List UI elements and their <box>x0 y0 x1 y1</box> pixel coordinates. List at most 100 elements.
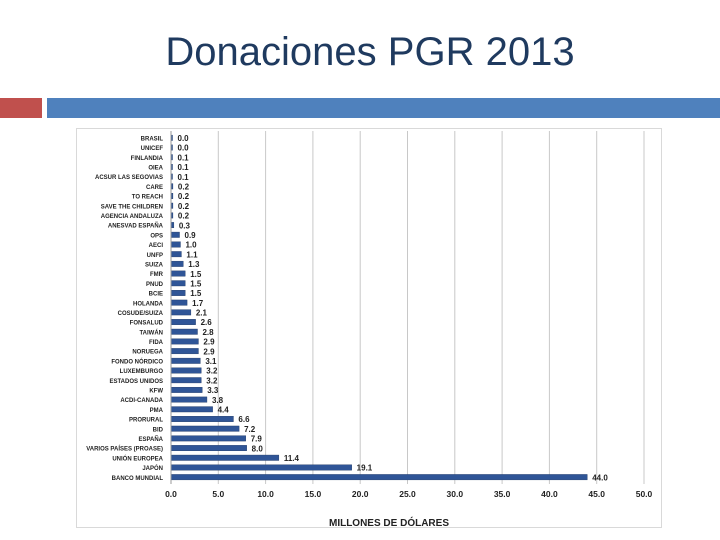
bar <box>170 260 184 267</box>
category-label: BID <box>153 427 164 433</box>
data-label: 2.9 <box>203 347 215 356</box>
category-label: SAVE THE CHILDREN <box>101 204 163 210</box>
data-label: 0.0 <box>178 144 190 153</box>
bar <box>170 241 181 248</box>
bar <box>170 435 246 442</box>
category-label: CARE <box>146 185 163 191</box>
data-label: 0.2 <box>178 183 190 192</box>
category-label: ESPAÑA <box>138 436 163 443</box>
bar <box>170 464 352 471</box>
x-tick-label: 20.0 <box>352 489 369 499</box>
title-accent-red <box>0 98 42 118</box>
bar <box>170 454 280 461</box>
chart-frame <box>76 128 662 528</box>
x-tick-label: 40.0 <box>541 489 558 499</box>
category-label: PNUD <box>146 282 164 288</box>
bar <box>170 474 588 481</box>
x-tick-label: 0.0 <box>165 489 177 499</box>
bar <box>170 445 247 451</box>
bar <box>170 290 186 296</box>
category-label: BCIE <box>149 292 163 298</box>
bar <box>170 280 186 287</box>
data-label: 1.1 <box>186 250 198 259</box>
category-label: FMR <box>150 272 164 278</box>
x-tick-label: 45.0 <box>588 489 605 499</box>
slide-title: Donaciones PGR 2013 <box>165 30 575 74</box>
x-axis-label: MILLONES DE DÓLARES <box>329 516 449 529</box>
data-label: 0.1 <box>178 173 190 182</box>
category-label: FONSALUD <box>130 321 164 327</box>
data-label: 0.3 <box>179 221 191 230</box>
category-label: TAIWÁN <box>139 329 163 336</box>
data-label: 3.3 <box>207 386 219 395</box>
data-label: 1.5 <box>190 279 202 288</box>
bar <box>170 367 202 374</box>
data-label: 3.8 <box>212 396 224 405</box>
data-label: 7.9 <box>251 435 263 444</box>
category-label: TO REACH <box>132 195 163 201</box>
x-tick-label: 25.0 <box>399 489 416 499</box>
category-label: FONDO NÓRDICO <box>111 357 163 365</box>
category-label: UNFP <box>147 253 163 259</box>
bar <box>170 425 240 432</box>
category-label: FIDA <box>149 340 164 346</box>
x-tick-label: 30.0 <box>447 489 464 499</box>
bar <box>170 251 182 258</box>
category-label: OIEA <box>148 166 163 172</box>
category-label: BANCO MUNDIAL <box>112 476 164 482</box>
category-label: AECI <box>149 243 164 249</box>
data-label: 6.6 <box>238 415 250 424</box>
category-label: HOLANDA <box>133 301 164 307</box>
category-label: AGENCIA ANDALUZA <box>101 214 164 220</box>
category-label: BRASIL <box>141 136 164 142</box>
data-label: 8.0 <box>252 444 264 453</box>
data-label: 1.5 <box>190 270 202 279</box>
category-label: ACSUR LAS SEGOVIAS <box>95 175 163 181</box>
data-label: 2.8 <box>202 328 214 337</box>
data-label: 4.4 <box>218 405 230 414</box>
bar <box>170 406 213 413</box>
title-accent-blue <box>47 98 720 118</box>
category-label: UNIÓN EUROPEA <box>112 454 163 462</box>
bar <box>170 231 180 238</box>
bar <box>170 270 186 277</box>
category-label: UNICEF <box>141 146 164 152</box>
bar <box>170 328 198 335</box>
data-label: 1.7 <box>192 299 204 308</box>
category-label: FINLANDIA <box>131 156 164 162</box>
category-label: COSUDE/SUIZA <box>118 311 164 317</box>
data-label: 1.5 <box>190 289 202 298</box>
data-label: 0.0 <box>178 134 190 143</box>
data-label: 3.2 <box>206 376 218 385</box>
data-label: 11.4 <box>284 454 300 463</box>
category-label: KFW <box>149 389 163 395</box>
bar <box>170 377 202 384</box>
category-label: JAPÓN <box>142 464 163 472</box>
data-label: 1.0 <box>185 241 197 250</box>
data-label: 2.6 <box>201 318 213 327</box>
bar <box>170 348 199 355</box>
data-label: 7.2 <box>244 425 256 434</box>
category-label: ANESVAD ESPAÑA <box>108 223 164 230</box>
category-label: VARIOS PAÍSES (PROASE) <box>86 445 163 453</box>
category-label: NORUEGA <box>132 350 163 356</box>
data-label: 0.2 <box>178 192 190 201</box>
category-label: OPS <box>150 233 163 239</box>
bar <box>170 357 201 364</box>
bar <box>170 299 188 306</box>
data-label: 44.0 <box>592 473 608 482</box>
data-label: 2.9 <box>203 338 215 347</box>
data-label: 19.1 <box>357 464 373 473</box>
data-label: 0.2 <box>178 202 190 211</box>
x-tick-label: 50.0 <box>636 489 653 499</box>
data-label: 0.2 <box>178 212 190 221</box>
bar <box>170 309 192 316</box>
category-label: ESTADOS UNIDOS <box>109 379 163 385</box>
category-label: PRORURAL <box>129 418 163 424</box>
data-label: 3.1 <box>205 357 217 366</box>
data-label: 0.1 <box>178 153 190 162</box>
x-tick-label: 10.0 <box>257 489 274 499</box>
bar <box>170 416 234 422</box>
x-tick-label: 15.0 <box>305 489 322 499</box>
bar <box>170 338 199 345</box>
